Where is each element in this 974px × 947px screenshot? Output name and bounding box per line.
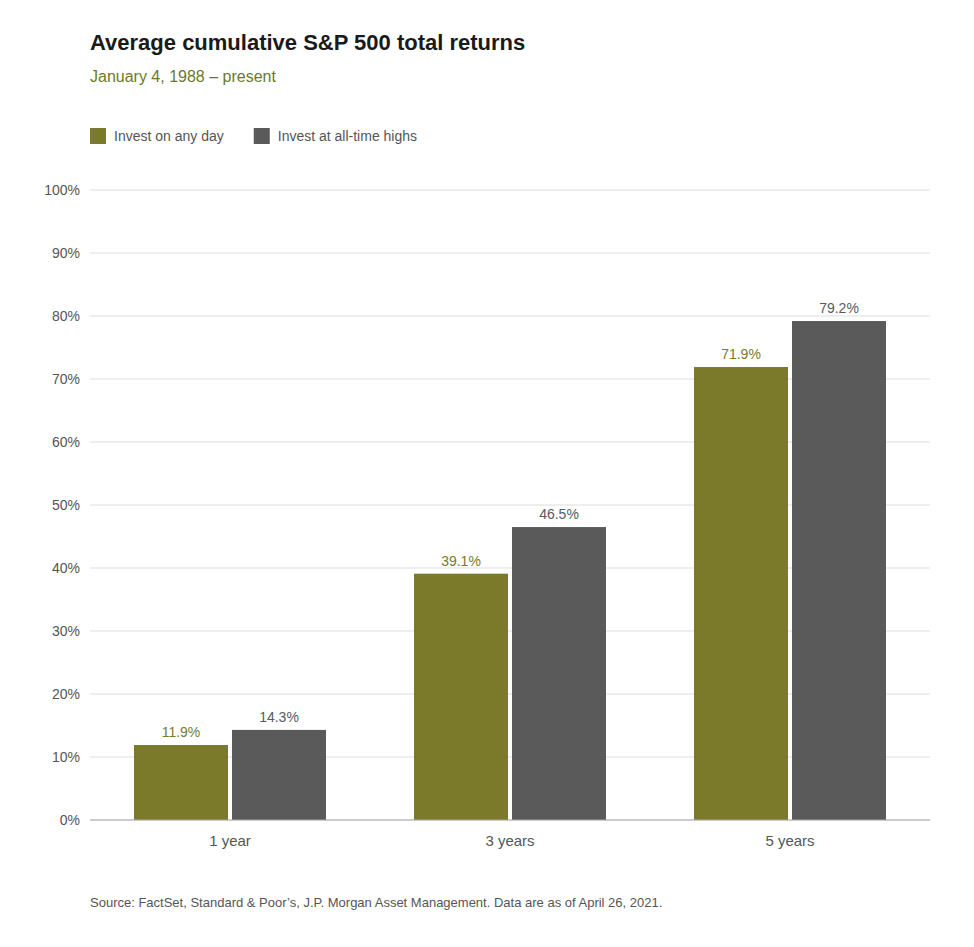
data-label: 79.2% bbox=[819, 300, 859, 316]
legend-swatch bbox=[254, 128, 270, 144]
data-labels: 11.9% 39.1% 71.9% 14.3% 46.5% 79.2% bbox=[162, 300, 859, 740]
y-tick-label: 100% bbox=[44, 182, 80, 198]
grid bbox=[90, 190, 930, 820]
legend-label: Invest at all-time highs bbox=[278, 128, 417, 144]
background bbox=[0, 0, 974, 947]
data-label: 39.1% bbox=[441, 553, 481, 569]
grid-line bbox=[90, 316, 930, 317]
x-axis-line bbox=[90, 820, 930, 821]
legend: Invest on any day Invest at all-time high… bbox=[90, 128, 417, 144]
y-tick-label: 80% bbox=[52, 308, 80, 324]
title: Average cumulative S&P 500 total returns bbox=[90, 30, 525, 55]
bar bbox=[694, 367, 788, 820]
y-tick-label: 10% bbox=[52, 749, 80, 765]
bar bbox=[134, 745, 228, 820]
x-tick-label: 1 year bbox=[209, 832, 251, 849]
legend-swatch bbox=[90, 128, 106, 144]
data-label: 11.9% bbox=[162, 724, 201, 740]
y-tick-label: 90% bbox=[52, 245, 80, 261]
y-tick-label: 0% bbox=[60, 812, 80, 828]
legend-label: Invest on any day bbox=[114, 128, 224, 144]
y-tick-label: 40% bbox=[52, 560, 80, 576]
y-tick-label: 30% bbox=[52, 623, 80, 639]
grid-line bbox=[90, 253, 930, 254]
data-label: 71.9% bbox=[721, 346, 761, 362]
x-tick-label: 5 years bbox=[765, 832, 814, 849]
bars bbox=[134, 321, 886, 820]
y-tick-label: 50% bbox=[52, 497, 80, 513]
y-tick-label: 60% bbox=[52, 434, 80, 450]
bar bbox=[232, 730, 326, 820]
bar bbox=[512, 527, 606, 820]
bar bbox=[414, 574, 508, 820]
subtitle: January 4, 1988 – present bbox=[90, 68, 276, 85]
data-label: 46.5% bbox=[539, 506, 579, 522]
source-note: Source: FactSet, Standard & Poor’s, J.P.… bbox=[90, 895, 662, 910]
x-tick-label: 3 years bbox=[485, 832, 534, 849]
data-label: 14.3% bbox=[259, 709, 299, 725]
y-tick-label: 70% bbox=[52, 371, 80, 387]
chart: Average cumulative S&P 500 total returns… bbox=[0, 0, 974, 947]
grid-line bbox=[90, 190, 930, 191]
y-tick-label: 20% bbox=[52, 686, 80, 702]
grid-line bbox=[90, 820, 930, 821]
bar bbox=[792, 321, 886, 820]
